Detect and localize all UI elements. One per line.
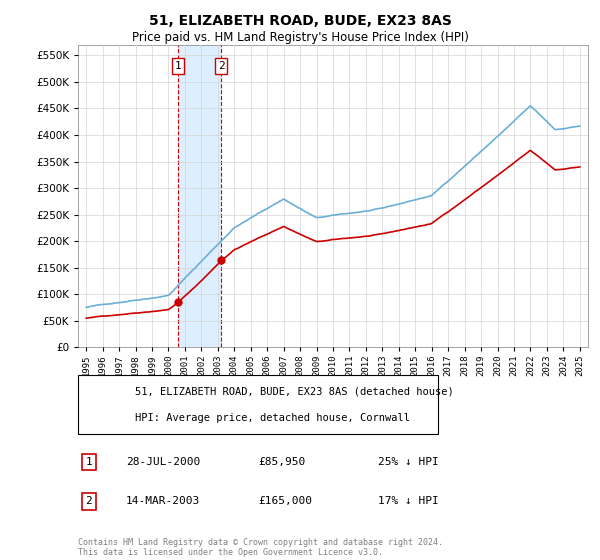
- Bar: [178, 45, 221, 347]
- Text: Contains HM Land Registry data © Crown copyright and database right 2024.
This d: Contains HM Land Registry data © Crown c…: [78, 538, 443, 557]
- Text: Price paid vs. HM Land Registry's House Price Index (HPI): Price paid vs. HM Land Registry's House …: [131, 31, 469, 44]
- Text: 17% ↓ HPI: 17% ↓ HPI: [378, 496, 439, 506]
- Text: 14-MAR-2003: 14-MAR-2003: [126, 496, 200, 506]
- Text: £165,000: £165,000: [258, 496, 312, 506]
- Text: 51, ELIZABETH ROAD, BUDE, EX23 8AS: 51, ELIZABETH ROAD, BUDE, EX23 8AS: [149, 14, 451, 28]
- Text: 25% ↓ HPI: 25% ↓ HPI: [378, 457, 439, 467]
- Text: 1: 1: [85, 457, 92, 467]
- Text: £85,950: £85,950: [258, 457, 305, 467]
- Text: 1: 1: [175, 61, 181, 71]
- Text: 28-JUL-2000: 28-JUL-2000: [126, 457, 200, 467]
- Text: 51, ELIZABETH ROAD, BUDE, EX23 8AS (detached house): 51, ELIZABETH ROAD, BUDE, EX23 8AS (deta…: [135, 386, 454, 396]
- Text: 2: 2: [218, 61, 224, 71]
- Text: 2: 2: [85, 496, 92, 506]
- Text: HPI: Average price, detached house, Cornwall: HPI: Average price, detached house, Corn…: [135, 413, 410, 423]
